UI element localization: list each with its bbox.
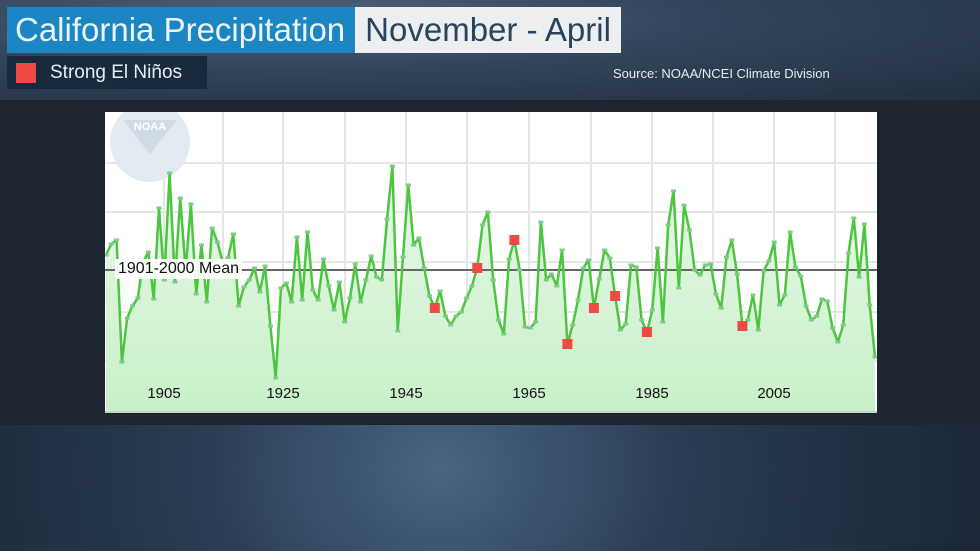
data-points [105,164,877,380]
el-nino-marker [472,263,483,273]
area-fill [106,166,875,411]
x-tick-1965: 1965 [512,385,546,402]
x-tick-1925: 1925 [266,385,300,402]
noaa-logo-icon: NOAA [110,112,190,182]
el-nino-marker [641,327,652,337]
el-nino-marker [509,235,520,245]
el-nino-markers [429,235,748,349]
el-nino-marker [588,303,599,313]
red-square-icon [16,62,36,83]
mean-label: 1901-2000 Mean [115,259,242,279]
x-tick-1985: 1985 [635,385,669,402]
svg-text:NOAA: NOAA [134,121,166,133]
el-nino-marker [737,321,748,331]
el-nino-marker [610,291,621,301]
el-nino-marker [429,303,440,313]
x-tick-1945: 1945 [389,385,423,402]
precipitation-chart: NOAA 1901-2000 Mean 1905 1925 1945 1965 … [105,112,877,413]
legend: Strong El Niños [7,56,207,89]
legend-label: Strong El Niños [50,61,183,83]
x-tick-2005: 2005 [757,385,791,402]
title-bar: California Precipitation November - Apri… [7,7,621,53]
x-tick-1905: 1905 [147,385,181,402]
el-nino-marker [562,339,573,349]
chart-subtitle: November - April [355,7,621,53]
chart-title: California Precipitation [7,7,356,53]
source-credit: Source: NOAA/NCEI Climate Division [613,66,830,81]
